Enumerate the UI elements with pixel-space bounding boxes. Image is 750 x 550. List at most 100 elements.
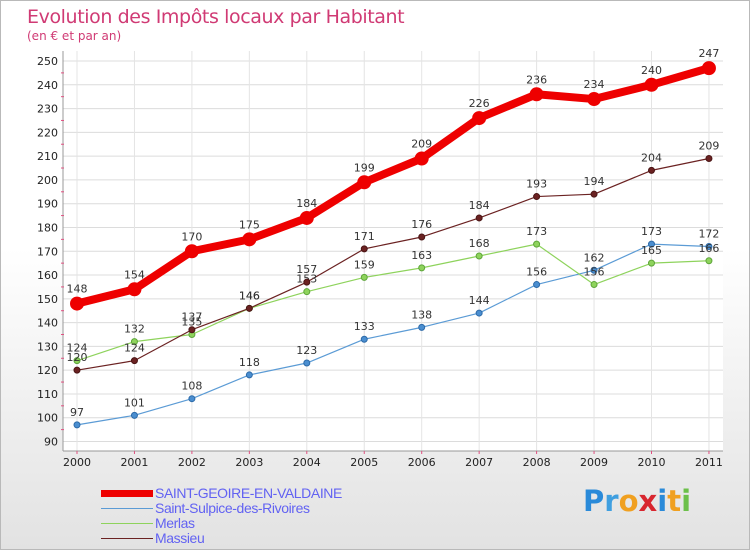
data-label: 166 bbox=[698, 242, 719, 255]
data-point bbox=[188, 395, 196, 403]
legend-swatch bbox=[101, 508, 153, 509]
series-line bbox=[76, 243, 710, 362]
x-tick-label: 2002 bbox=[178, 456, 206, 469]
data-label: 240 bbox=[641, 64, 662, 77]
legend-label: SAINT-GEOIRE-EN-VALDAINE bbox=[155, 485, 342, 501]
x-tick-label: 2006 bbox=[408, 456, 436, 469]
data-label: 172 bbox=[698, 227, 719, 240]
data-label: 171 bbox=[354, 230, 375, 243]
data-point bbox=[533, 240, 541, 248]
data-point bbox=[648, 166, 655, 174]
chart-title: Evolution des Impôts locaux par Habitant bbox=[27, 6, 405, 28]
data-point bbox=[70, 296, 84, 311]
data-point bbox=[590, 266, 598, 274]
data-point bbox=[648, 240, 655, 248]
x-tick-label: 2008 bbox=[523, 456, 551, 469]
data-label: 144 bbox=[469, 294, 490, 307]
data-point bbox=[360, 335, 368, 343]
x-tick-label: 2004 bbox=[293, 456, 321, 469]
data-label: 154 bbox=[124, 268, 145, 281]
legend-swatch bbox=[101, 523, 153, 524]
data-point bbox=[414, 151, 429, 166]
data-label: 123 bbox=[296, 344, 317, 357]
data-label: 148 bbox=[67, 283, 88, 296]
logo-letter: x bbox=[638, 484, 658, 518]
data-label: 204 bbox=[641, 151, 662, 164]
chart-subtitle: (en € et par an) bbox=[27, 29, 122, 43]
y-tick-label: 210 bbox=[37, 150, 58, 163]
y-tick-label: 140 bbox=[37, 317, 58, 330]
data-point bbox=[245, 371, 253, 379]
logo-letter: t bbox=[667, 484, 682, 518]
data-label: 163 bbox=[411, 249, 432, 262]
x-tick-label: 2001 bbox=[120, 456, 148, 469]
y-tick-label: 220 bbox=[37, 126, 58, 139]
data-label: 118 bbox=[239, 356, 260, 369]
data-label: 173 bbox=[526, 225, 547, 238]
data-label: 101 bbox=[124, 396, 145, 409]
data-point bbox=[360, 245, 368, 253]
data-point bbox=[130, 411, 138, 419]
data-label: 236 bbox=[526, 73, 547, 86]
data-point bbox=[127, 282, 142, 297]
data-point bbox=[418, 264, 426, 272]
data-label: 124 bbox=[67, 342, 88, 355]
data-label: 209 bbox=[411, 138, 432, 151]
data-label: 173 bbox=[641, 225, 662, 238]
data-point bbox=[184, 244, 199, 259]
data-label: 168 bbox=[469, 237, 490, 250]
proxiti-logo: Proxiti bbox=[583, 484, 691, 518]
legend-label: Saint-Sulpice-des-Rivoires bbox=[155, 500, 310, 516]
data-label: 193 bbox=[526, 178, 547, 191]
x-tick-label: 2010 bbox=[638, 456, 666, 469]
data-point bbox=[299, 210, 314, 225]
data-point bbox=[475, 214, 483, 222]
y-tick-label: 120 bbox=[37, 364, 58, 377]
data-point bbox=[590, 281, 598, 289]
x-tick-label: 2009 bbox=[580, 456, 608, 469]
data-point bbox=[303, 359, 311, 367]
data-label: 120 bbox=[67, 351, 88, 364]
y-tick-label: 190 bbox=[37, 198, 58, 211]
data-point bbox=[130, 338, 138, 346]
data-label: 184 bbox=[296, 197, 317, 210]
data-label: 199 bbox=[354, 161, 375, 174]
data-label: 108 bbox=[181, 380, 202, 393]
y-tick-label: 200 bbox=[37, 174, 58, 187]
data-point bbox=[590, 190, 598, 198]
legend-label: Merlas bbox=[155, 515, 195, 531]
data-point bbox=[73, 421, 81, 429]
logo-letter: P bbox=[583, 484, 605, 518]
y-tick-label: 170 bbox=[37, 245, 58, 258]
data-point bbox=[644, 77, 659, 92]
logo-letter: r bbox=[604, 484, 619, 518]
data-label: 138 bbox=[411, 308, 432, 321]
logo-letter: i bbox=[657, 484, 668, 518]
data-point bbox=[130, 357, 138, 365]
data-label: 162 bbox=[584, 251, 605, 264]
data-label: 124 bbox=[124, 342, 145, 355]
data-point bbox=[360, 273, 368, 281]
data-point bbox=[705, 257, 713, 265]
data-point bbox=[357, 175, 372, 190]
data-point bbox=[705, 155, 713, 163]
y-tick-label: 90 bbox=[44, 436, 58, 449]
y-tick-label: 250 bbox=[37, 55, 58, 68]
data-point bbox=[533, 193, 541, 201]
data-label: 175 bbox=[239, 218, 260, 231]
data-label: 97 bbox=[70, 406, 84, 419]
data-label: 157 bbox=[296, 263, 317, 276]
data-label: 170 bbox=[181, 230, 202, 243]
data-point bbox=[533, 281, 541, 289]
legend-swatch bbox=[101, 490, 153, 497]
y-tick-label: 230 bbox=[37, 103, 58, 116]
logo-letter: o bbox=[618, 484, 639, 518]
x-tick-label: 2007 bbox=[465, 456, 493, 469]
data-point bbox=[73, 366, 81, 374]
data-label: 194 bbox=[584, 175, 605, 188]
data-label: 209 bbox=[698, 140, 719, 153]
x-tick-label: 2003 bbox=[235, 456, 263, 469]
data-point bbox=[705, 242, 713, 250]
data-label: 165 bbox=[641, 244, 662, 257]
